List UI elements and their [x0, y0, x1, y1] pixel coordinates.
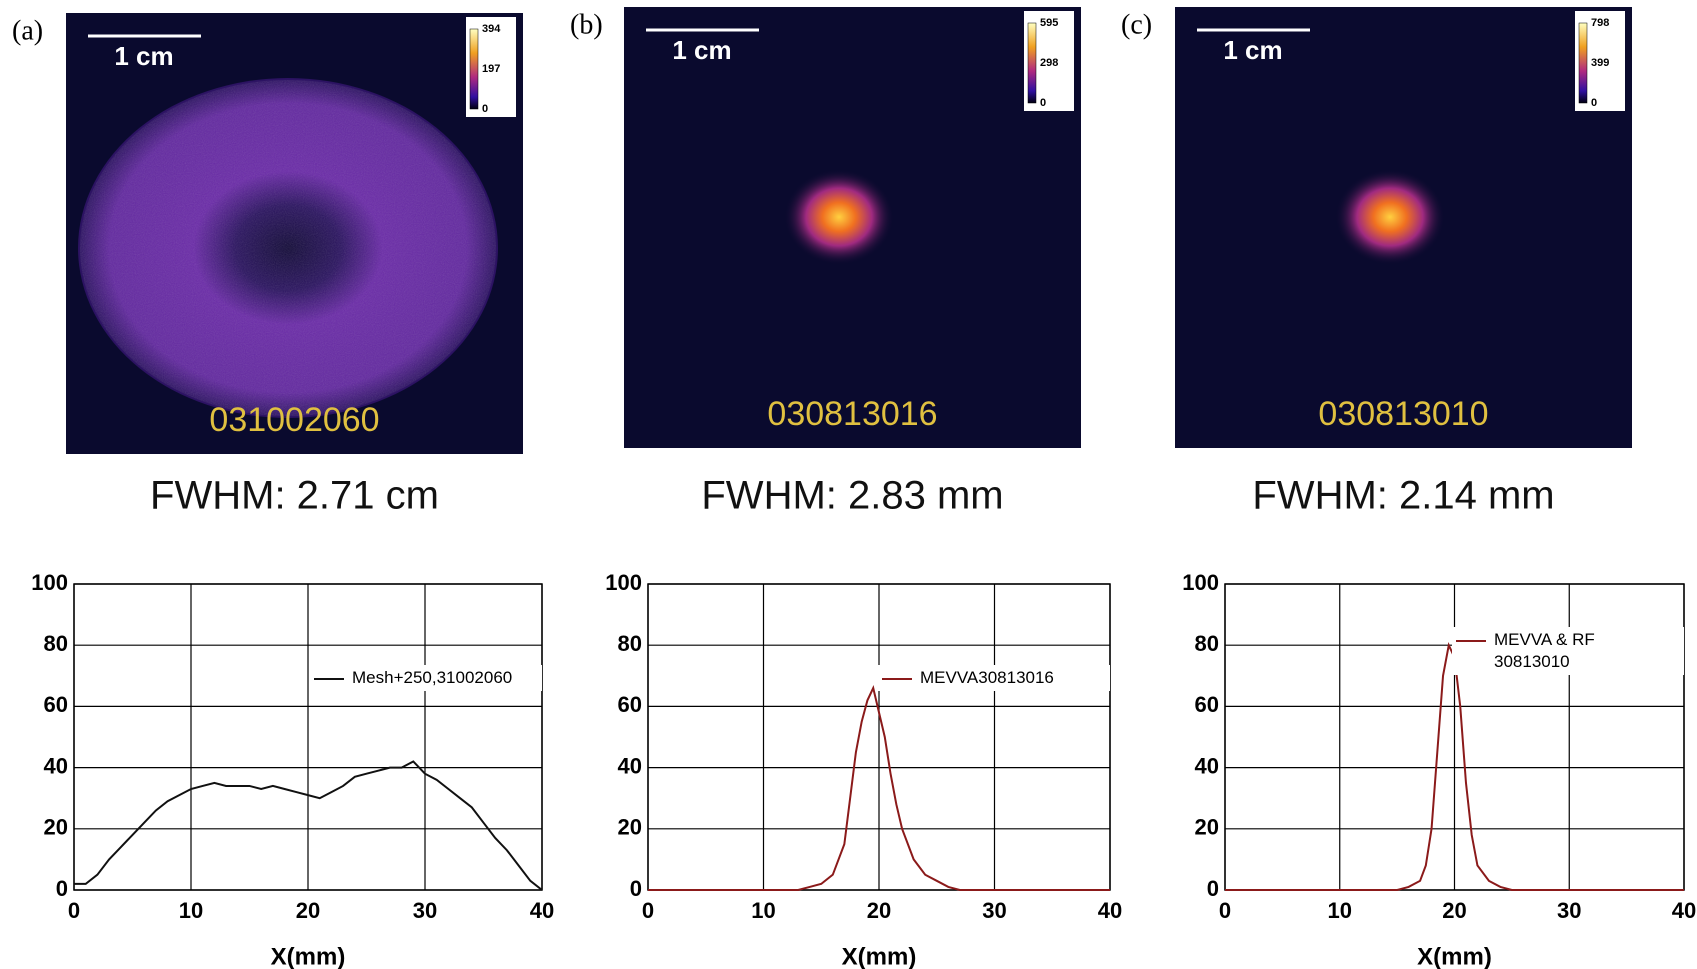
colorbar-tick-label: 0 [482, 103, 488, 115]
colorbar-tick-label: 298 [1040, 57, 1058, 69]
legend-background [1452, 627, 1684, 675]
x-tick-label: 40 [1672, 898, 1696, 923]
legend-label: Mesh+250,31002060 [352, 668, 512, 687]
x-tick-label: 20 [1442, 898, 1466, 923]
panel-label: (c) [1121, 9, 1152, 40]
data-line [648, 685, 1110, 891]
scale-bar-label: 1 cm [1223, 35, 1282, 65]
y-tick-label: 80 [618, 631, 642, 656]
y-tick-label: 80 [44, 631, 68, 656]
colorbar [1578, 22, 1588, 104]
colorbar-tick-label: 394 [482, 23, 501, 35]
x-axis-label: X(mm) [842, 943, 917, 969]
colorbar-tick-label: 399 [1591, 57, 1609, 69]
x-tick-label: 10 [751, 898, 775, 923]
beam-spot [1335, 169, 1445, 265]
y-tick-label: 20 [618, 815, 642, 840]
colorbar-tick-label: 595 [1040, 17, 1058, 29]
beam-noise [80, 80, 496, 416]
y-tick-label: 20 [44, 815, 68, 840]
colorbar-tick-label: 0 [1040, 97, 1046, 109]
y-tick-label: 0 [1207, 876, 1219, 901]
x-tick-label: 0 [642, 898, 654, 923]
colorbar-tick-label: 798 [1591, 17, 1609, 29]
fwhm: FWHM: 2.14 mm [1252, 474, 1554, 518]
y-tick-label: 60 [1195, 692, 1219, 717]
fwhm: FWHM: 2.83 mm [701, 474, 1003, 518]
scale-bar-label: 1 cm [114, 41, 173, 71]
y-tick-label: 40 [618, 753, 642, 778]
image-id: 030813010 [1318, 395, 1488, 433]
panel-label: (b) [570, 9, 603, 40]
legend-label: MEVVA30813016 [920, 668, 1054, 687]
colorbar [1027, 22, 1037, 104]
y-tick-label: 40 [1195, 753, 1219, 778]
panel-label: (a) [12, 15, 43, 46]
beam-spot [784, 169, 894, 265]
y-tick-label: 40 [44, 753, 68, 778]
scale-bar-label: 1 cm [672, 35, 731, 65]
x-tick-label: 30 [1557, 898, 1581, 923]
x-tick-label: 40 [530, 898, 554, 923]
legend-background [878, 665, 1110, 691]
colorbar [469, 28, 479, 110]
image-id: 031002060 [209, 401, 379, 439]
x-tick-label: 10 [1328, 898, 1352, 923]
y-tick-label: 100 [31, 570, 68, 595]
y-tick-label: 60 [618, 692, 642, 717]
x-tick-label: 0 [1219, 898, 1231, 923]
x-tick-label: 10 [179, 898, 203, 923]
x-tick-label: 30 [982, 898, 1006, 923]
y-tick-label: 100 [1182, 570, 1219, 595]
y-tick-label: 0 [630, 876, 642, 901]
data-line [74, 760, 543, 891]
data-line [1225, 641, 1684, 891]
x-tick-label: 30 [413, 898, 437, 923]
x-tick-label: 20 [867, 898, 891, 923]
x-axis-label: X(mm) [271, 943, 346, 969]
y-tick-label: 20 [1195, 815, 1219, 840]
x-tick-label: 40 [1098, 898, 1122, 923]
y-tick-label: 60 [44, 692, 68, 717]
x-axis-label: X(mm) [1417, 943, 1492, 969]
legend-background [310, 665, 542, 691]
y-tick-label: 100 [605, 570, 642, 595]
y-tick-label: 80 [1195, 631, 1219, 656]
x-tick-label: 20 [296, 898, 320, 923]
y-tick-label: 0 [56, 876, 68, 901]
colorbar-tick-label: 197 [482, 63, 500, 75]
x-tick-label: 0 [68, 898, 80, 923]
fwhm: FWHM: 2.71 cm [150, 474, 439, 518]
legend-label: MEVVA & RF 30813010 [1494, 630, 1595, 671]
image-id: 030813016 [767, 395, 937, 433]
colorbar-tick-label: 0 [1591, 97, 1597, 109]
